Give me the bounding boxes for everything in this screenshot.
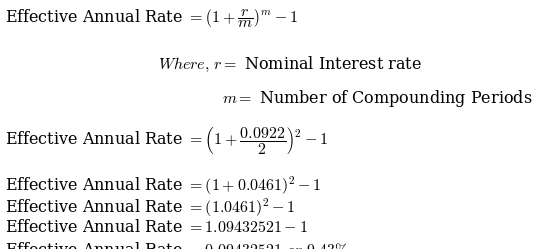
Text: $\mathit{Where},\, r =$ Nominal Interest rate: $\mathit{Where},\, r =$ Nominal Interest…: [158, 55, 422, 74]
Text: Effective Annual Rate $= 1.09432521 - 1$: Effective Annual Rate $= 1.09432521 - 1$: [5, 219, 308, 236]
Text: Effective Annual Rate $= \left(1 + \dfrac{0.0922}{2}\right)^{2} - 1$: Effective Annual Rate $= \left(1 + \dfra…: [5, 126, 328, 157]
Text: $m =$ Number of Compounding Periods in a year: $m =$ Number of Compounding Periods in a…: [222, 88, 535, 109]
Text: Effective Annual Rate $= 0.09432521$ $\mathit{or}$ $9.43\%$: Effective Annual Rate $= 0.09432521$ $\m…: [5, 242, 349, 249]
Text: Effective Annual Rate $= (1.0461)^{2} - 1$: Effective Annual Rate $= (1.0461)^{2} - …: [5, 197, 296, 219]
Text: Effective Annual Rate $= (1 + 0.0461)^{2} - 1$: Effective Annual Rate $= (1 + 0.0461)^{2…: [5, 174, 322, 197]
Text: Effective Annual Rate $= \left(1 + \dfrac{r}{m}\right)^{m} - 1$: Effective Annual Rate $= \left(1 + \dfra…: [5, 7, 299, 30]
